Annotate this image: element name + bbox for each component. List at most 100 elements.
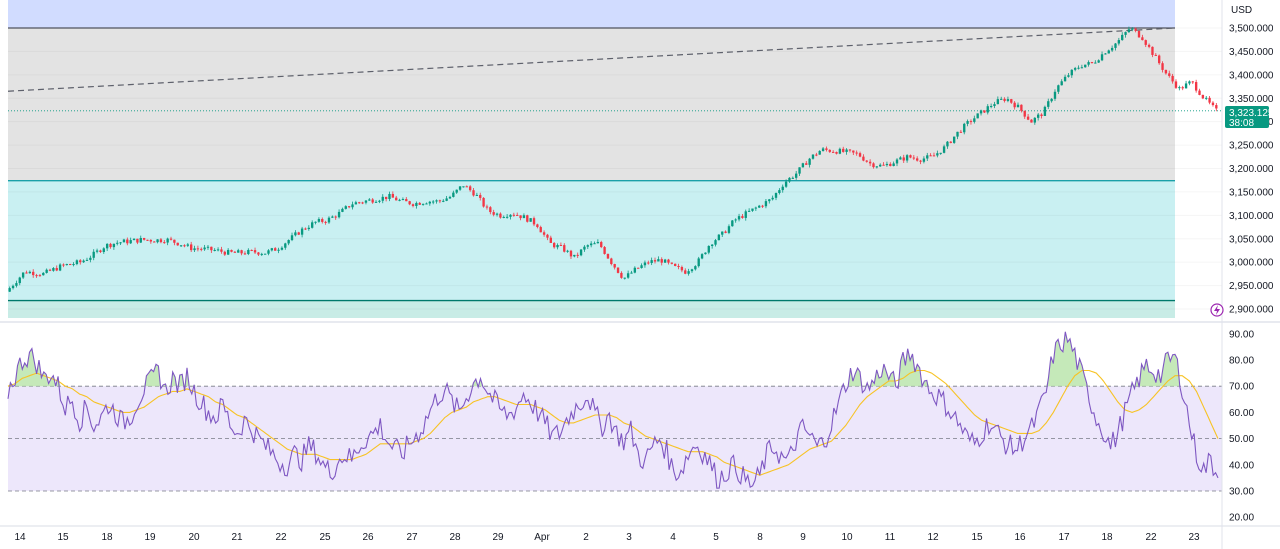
candle — [754, 206, 758, 211]
candle — [21, 272, 25, 279]
candle — [163, 239, 166, 244]
candle — [1141, 34, 1144, 41]
candle — [1020, 104, 1023, 113]
candle — [1104, 53, 1107, 55]
candle — [1211, 101, 1215, 107]
candle — [963, 122, 966, 135]
candle — [858, 151, 862, 158]
price-tick-label: 3,150.000 — [1229, 187, 1274, 198]
candle — [105, 243, 109, 252]
candle — [418, 201, 421, 206]
candle — [1184, 80, 1188, 89]
candle — [18, 276, 21, 286]
candle — [109, 242, 112, 249]
candle — [1154, 53, 1157, 56]
candle — [885, 161, 889, 167]
candle — [724, 230, 727, 234]
candle — [579, 248, 583, 257]
candle — [926, 152, 929, 162]
candle — [976, 113, 979, 119]
date-tick-label: 16 — [1014, 532, 1026, 543]
candle — [694, 265, 697, 271]
candle — [149, 239, 153, 244]
candle — [321, 217, 324, 224]
candle — [411, 203, 415, 208]
candle — [277, 247, 280, 254]
currency-label: USD — [1231, 5, 1252, 16]
candle — [1131, 27, 1134, 32]
candle — [613, 263, 616, 270]
candle — [690, 268, 694, 273]
candle — [196, 245, 200, 252]
candle — [166, 237, 169, 246]
candle — [327, 216, 331, 224]
candle — [169, 236, 173, 241]
price-tick-label: 3,450.000 — [1229, 47, 1274, 58]
candle — [1057, 84, 1060, 94]
candle — [1097, 59, 1100, 63]
candle — [879, 163, 882, 167]
candle — [11, 284, 15, 290]
candle — [1161, 61, 1164, 73]
date-tick-label: 29 — [492, 532, 504, 543]
candle — [62, 263, 65, 268]
candle — [216, 247, 220, 252]
date-tick-label: 3 — [626, 532, 632, 543]
candle — [69, 263, 72, 266]
candle — [193, 245, 196, 253]
candle — [173, 239, 176, 246]
date-tick-label: 15 — [971, 532, 983, 543]
candle — [210, 246, 213, 253]
zone-range — [8, 28, 1175, 181]
candle — [89, 255, 92, 263]
candle — [465, 185, 468, 188]
candle — [48, 268, 52, 272]
price-tick-label: 3,100.000 — [1229, 211, 1274, 222]
rsi-line — [7, 331, 1219, 489]
candle — [949, 141, 952, 144]
candle — [153, 241, 156, 243]
candle — [1090, 61, 1094, 64]
candle — [495, 212, 499, 217]
candle — [845, 148, 848, 155]
candle — [936, 150, 939, 158]
candle — [240, 249, 243, 256]
candle — [519, 215, 522, 221]
candle — [364, 199, 368, 205]
rsi-ma-line — [7, 369, 1219, 476]
rsi-axis[interactable]: 20.00 30.00 40.00 50.00 60.00 70.00 80.00 90.00 — [1229, 329, 1254, 523]
candle — [1037, 112, 1040, 121]
time-axis[interactable]: 14 15 18 19 20 21 22 25 26 27 28 29 Apr 2 3 4 5 8 9 10 11 12 1… — [0, 525, 1280, 543]
candle — [952, 136, 956, 144]
candle — [684, 268, 687, 275]
candle — [344, 205, 347, 210]
candle — [324, 220, 327, 225]
candle — [929, 153, 932, 157]
candle — [415, 201, 418, 209]
zone-above-resistance — [8, 0, 1175, 28]
candle — [92, 249, 95, 261]
candle — [714, 238, 717, 247]
price-tick-label: 3,400.000 — [1229, 70, 1274, 81]
candle — [674, 263, 677, 267]
rsi-tick-label: 30.00 — [1229, 487, 1254, 498]
lightning-icon[interactable] — [1210, 303, 1224, 317]
candle — [1151, 46, 1154, 58]
candle — [55, 265, 58, 272]
candle — [700, 253, 704, 260]
candle — [1181, 85, 1184, 91]
price-tick-label: 3,500.000 — [1229, 24, 1274, 35]
price-tick-label: 3,050.000 — [1229, 234, 1274, 245]
candle — [112, 243, 116, 250]
candle — [704, 252, 707, 255]
candle — [505, 214, 509, 219]
candle — [391, 191, 395, 198]
candle — [784, 179, 788, 188]
candle — [1040, 113, 1043, 119]
candle — [1127, 26, 1131, 34]
candle — [1215, 102, 1218, 112]
date-tick-label: 9 — [800, 532, 806, 543]
candle — [1094, 60, 1097, 64]
candle — [1164, 69, 1168, 75]
